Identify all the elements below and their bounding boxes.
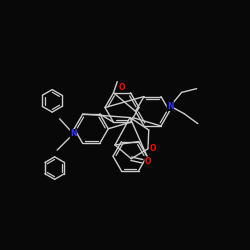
Text: N: N bbox=[167, 102, 173, 111]
Text: O: O bbox=[119, 83, 125, 92]
Text: N: N bbox=[70, 129, 77, 138]
Text: O: O bbox=[149, 144, 156, 153]
Text: O: O bbox=[145, 157, 151, 166]
